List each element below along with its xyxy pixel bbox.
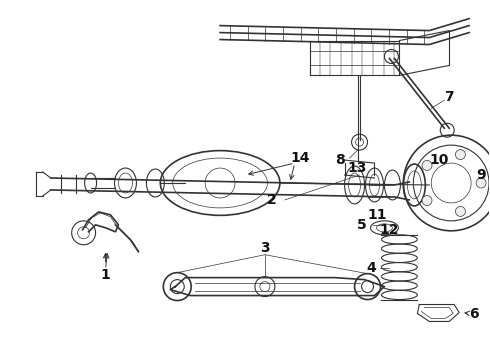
- Text: 13: 13: [348, 161, 367, 175]
- Circle shape: [456, 150, 466, 159]
- Circle shape: [476, 178, 486, 188]
- Text: 4: 4: [367, 261, 376, 275]
- Text: 7: 7: [444, 90, 454, 104]
- Circle shape: [422, 161, 432, 170]
- Text: 1: 1: [100, 267, 110, 282]
- Text: 5: 5: [357, 218, 367, 232]
- Text: 2: 2: [267, 193, 277, 207]
- Text: 6: 6: [469, 307, 479, 321]
- Text: 9: 9: [476, 168, 486, 182]
- Text: 3: 3: [260, 241, 270, 255]
- Text: 8: 8: [335, 153, 344, 167]
- Text: 10: 10: [430, 153, 449, 167]
- Circle shape: [422, 195, 432, 206]
- Text: 11: 11: [368, 208, 387, 222]
- Text: 12: 12: [380, 223, 399, 237]
- Text: 14: 14: [290, 151, 310, 165]
- Circle shape: [456, 206, 466, 216]
